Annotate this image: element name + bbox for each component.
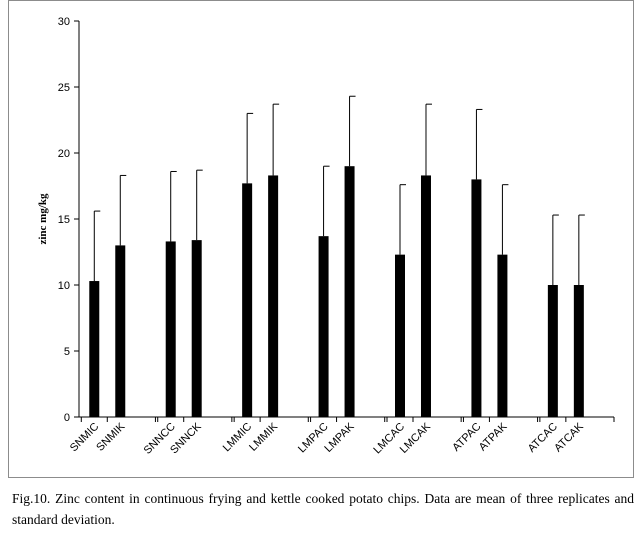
bar-atpak bbox=[497, 254, 508, 417]
x-category-label: ATPAK bbox=[477, 420, 510, 453]
y-tick-label: 25 bbox=[58, 82, 70, 94]
bar-atcac bbox=[547, 285, 558, 417]
y-tick-label: 5 bbox=[64, 346, 70, 358]
bar-atpac bbox=[471, 179, 482, 417]
bar-atcak bbox=[573, 285, 584, 417]
y-tick-label: 0 bbox=[64, 412, 70, 424]
x-category-label: ATCAK bbox=[552, 420, 586, 454]
bar-lmcak bbox=[420, 175, 431, 417]
bar-lmmik bbox=[268, 175, 279, 417]
y-axis-title: zinc mg/kg bbox=[37, 193, 49, 245]
y-tick-label: 30 bbox=[58, 16, 70, 28]
bar-lmcac bbox=[395, 254, 405, 417]
y-tick-label: 10 bbox=[58, 280, 70, 292]
x-category-label: SNMIK bbox=[94, 420, 128, 454]
x-category-label: LMPAK bbox=[322, 420, 357, 455]
bar-lmmic bbox=[242, 183, 253, 417]
x-category-label: LMMIK bbox=[247, 420, 281, 454]
x-category-label: SNMIC bbox=[68, 421, 102, 455]
bar-snncc bbox=[165, 241, 176, 417]
y-tick-label: 15 bbox=[58, 214, 70, 226]
figure-caption: Fig.10. Zinc content in continuous fryin… bbox=[12, 491, 634, 527]
bar-snmic bbox=[89, 281, 100, 417]
bar-snmik bbox=[115, 245, 126, 417]
x-category-label: LMMIC bbox=[221, 421, 255, 455]
bar-lmpac bbox=[318, 236, 329, 417]
x-category-label: ATPAC bbox=[450, 421, 483, 454]
y-tick-label: 20 bbox=[58, 148, 70, 160]
bar-lmpak bbox=[344, 166, 355, 417]
bar-snnck bbox=[191, 240, 202, 417]
